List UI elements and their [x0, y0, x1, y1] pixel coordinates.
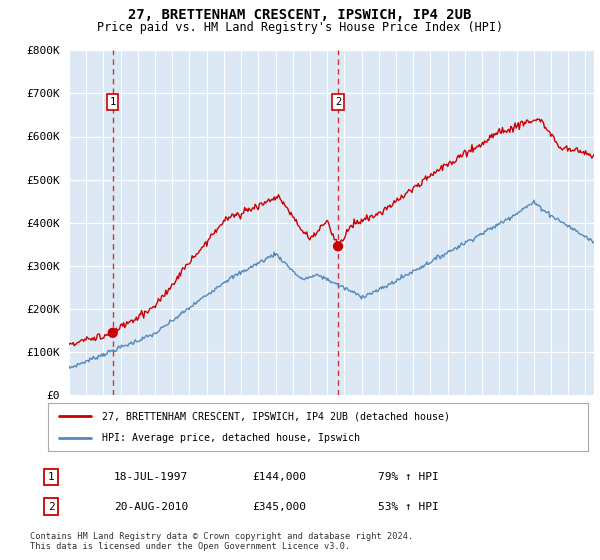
Text: 27, BRETTENHAM CRESCENT, IPSWICH, IP4 2UB (detached house): 27, BRETTENHAM CRESCENT, IPSWICH, IP4 2U…	[102, 411, 450, 421]
Text: HPI: Average price, detached house, Ipswich: HPI: Average price, detached house, Ipsw…	[102, 433, 360, 443]
Text: 53% ↑ HPI: 53% ↑ HPI	[378, 502, 439, 512]
Text: 20-AUG-2010: 20-AUG-2010	[114, 502, 188, 512]
Point	[333, 242, 343, 251]
Text: 1: 1	[47, 472, 55, 482]
Text: 2: 2	[47, 502, 55, 512]
Text: Price paid vs. HM Land Registry's House Price Index (HPI): Price paid vs. HM Land Registry's House …	[97, 21, 503, 34]
Text: £345,000: £345,000	[252, 502, 306, 512]
Text: 2: 2	[335, 97, 341, 107]
Text: £144,000: £144,000	[252, 472, 306, 482]
Text: 79% ↑ HPI: 79% ↑ HPI	[378, 472, 439, 482]
Point	[108, 328, 118, 337]
Text: 27, BRETTENHAM CRESCENT, IPSWICH, IP4 2UB: 27, BRETTENHAM CRESCENT, IPSWICH, IP4 2U…	[128, 8, 472, 22]
Text: 18-JUL-1997: 18-JUL-1997	[114, 472, 188, 482]
Text: Contains HM Land Registry data © Crown copyright and database right 2024.
This d: Contains HM Land Registry data © Crown c…	[30, 532, 413, 552]
Text: 1: 1	[110, 97, 116, 107]
